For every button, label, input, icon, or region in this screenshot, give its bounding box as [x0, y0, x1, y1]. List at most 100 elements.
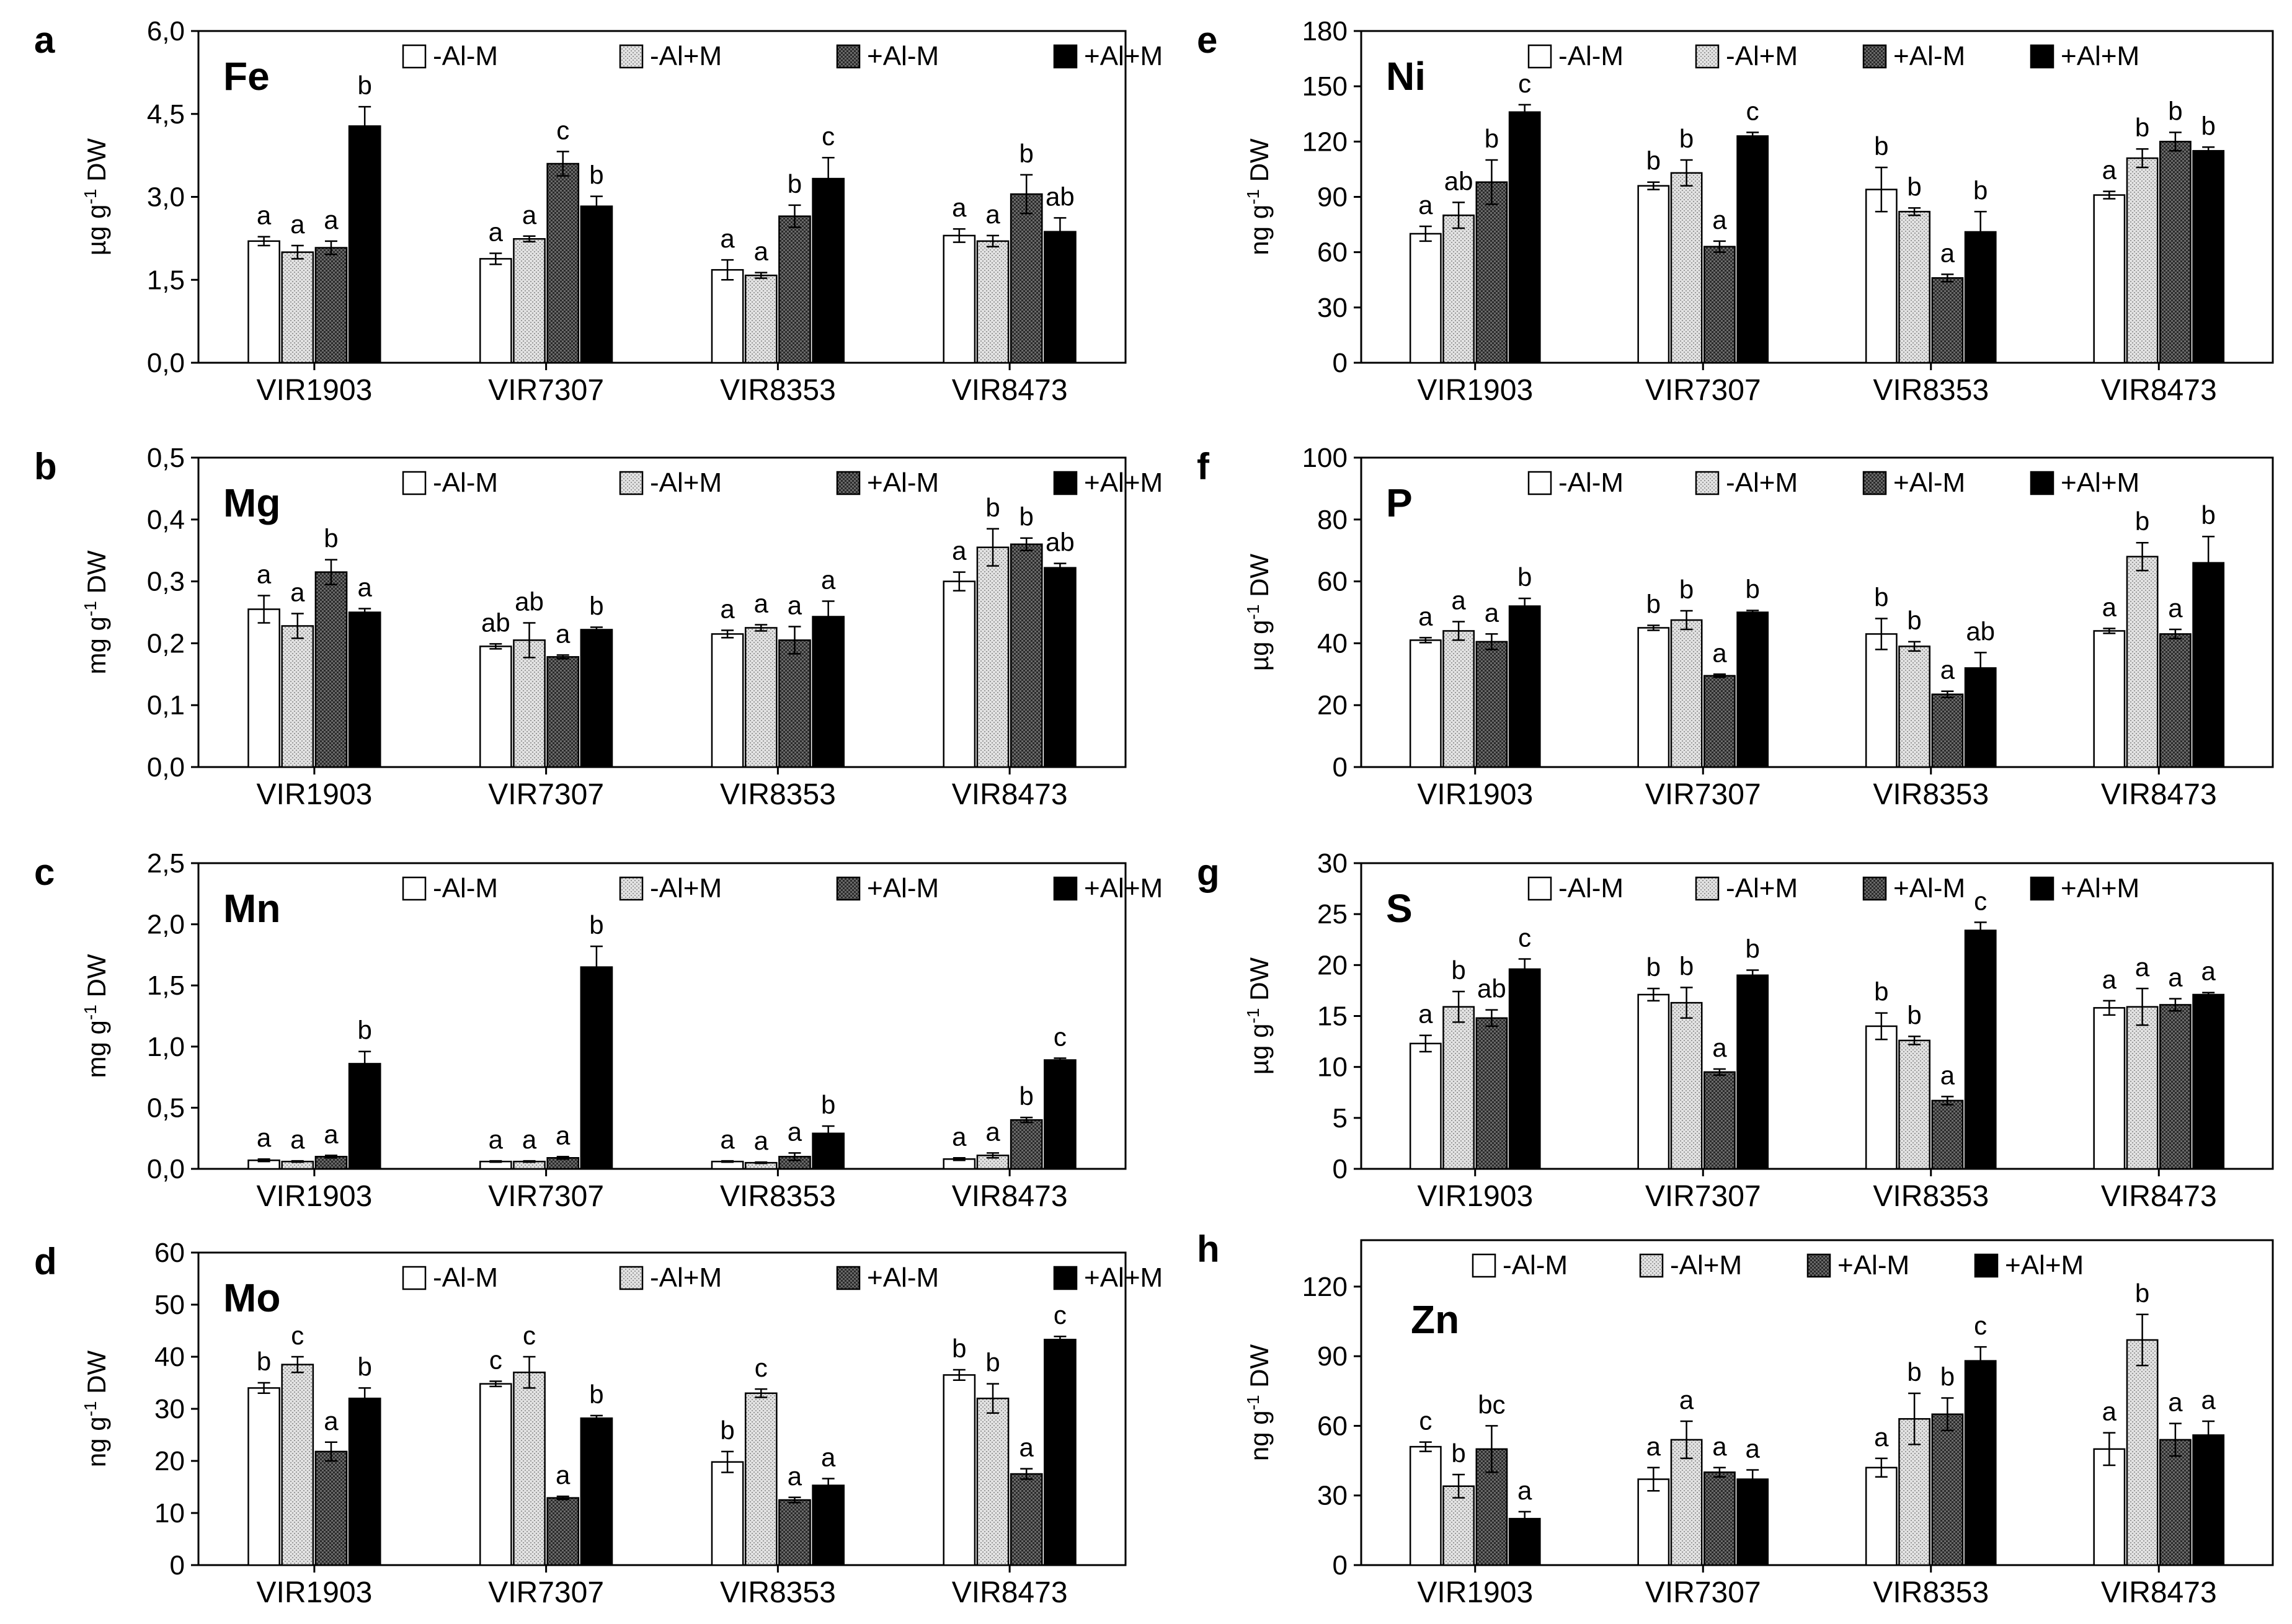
legend-label: +Al-M [1893, 468, 1965, 498]
element-title: Mo [223, 1276, 280, 1320]
x-tick-label: VIR8473 [952, 1576, 1068, 1609]
y-tick-label: 100 [1302, 443, 1348, 473]
bar [778, 215, 811, 364]
legend-swatch [1527, 471, 1552, 495]
significance-letter: b [1517, 562, 1532, 592]
bar [1670, 172, 1703, 364]
significance-letter: a [720, 224, 735, 253]
significance-letter: a [2135, 952, 2150, 982]
bar [1931, 277, 1964, 364]
bar [1865, 189, 1898, 364]
y-axis-label: µg g-1 DW [1243, 957, 1274, 1075]
bar [943, 580, 976, 768]
significance-letter: a [2168, 1388, 2183, 1417]
bar [2192, 562, 2225, 768]
panel-e: e 0 30 60 90 120 150 180 ng g-1 DW Ni -Al-M -Al+M +A… [1197, 16, 2274, 407]
bar [1010, 543, 1043, 768]
bar [580, 1417, 613, 1566]
significance-letter: a [754, 1126, 769, 1155]
bar [546, 656, 580, 768]
bar [1409, 639, 1442, 768]
legend-label: -Al+M [650, 41, 722, 71]
plot-frame [197, 862, 1127, 1170]
bar [348, 1063, 381, 1170]
significance-letter: a [2102, 592, 2117, 621]
y-tick-label: 20 [154, 1446, 185, 1476]
significance-letter: a [952, 536, 967, 566]
bar [2159, 633, 2192, 768]
significance-letter: a [985, 1117, 1000, 1146]
y-tick-label: 60 [1317, 237, 1348, 268]
legend-swatch [1862, 876, 1887, 901]
y-axis-label: µg g-1 DW [81, 138, 112, 256]
panel-letter: b [34, 446, 57, 487]
significance-letter: a [1019, 1433, 1034, 1462]
legend-label: +Al+M [1084, 468, 1163, 498]
significance-letter: a [952, 193, 967, 222]
bar [1931, 1099, 1964, 1170]
bar [479, 646, 512, 768]
bar [1409, 1042, 1442, 1170]
y-tick-label: 20 [1317, 950, 1348, 980]
y-tick-label: 60 [154, 1238, 185, 1268]
bar [1865, 633, 1898, 768]
significance-letter: b [357, 1016, 371, 1045]
significance-letter: a [257, 201, 272, 230]
significance-letter: b [2201, 111, 2216, 140]
bar [348, 611, 381, 768]
y-tick-label: 40 [154, 1342, 185, 1372]
y-tick-label: 50 [154, 1290, 185, 1320]
bar [1931, 1413, 1964, 1566]
bar [1898, 211, 1930, 364]
significance-letter: b [357, 71, 371, 100]
bar [1442, 214, 1475, 364]
bar [1964, 1360, 1997, 1566]
significance-letter: c [822, 122, 835, 151]
legend-label: +Al+M [2061, 873, 2139, 903]
significance-letter: a [720, 1125, 735, 1154]
y-tick-label: 0 [1333, 752, 1348, 783]
y-tick-label: 80 [1317, 505, 1348, 535]
plot-frame [1360, 1239, 2274, 1566]
significance-letter: b [1874, 977, 1888, 1006]
panel-h: h 0 30 60 90 120 ng g-1 DW Zn -Al-M -Al+M +Al-M +Al… [1197, 1228, 2274, 1609]
legend-swatch [1639, 1253, 1664, 1278]
bar [1931, 693, 1964, 768]
significance-letter: a [2168, 593, 2183, 623]
legend-label: -Al-M [433, 873, 498, 903]
y-tick-label: 10 [154, 1498, 185, 1529]
bar [778, 639, 811, 768]
legend-label: +Al-M [867, 873, 939, 903]
legend-swatch [619, 876, 644, 901]
x-tick-label: VIR7307 [488, 374, 604, 407]
y-tick-label: 2,0 [147, 910, 185, 940]
panel-letter: a [34, 19, 55, 61]
bar [314, 247, 348, 364]
bar [580, 629, 613, 768]
significance-letter: bc [1478, 1390, 1505, 1419]
y-tick-label: 180 [1302, 16, 1348, 47]
element-title: S [1386, 886, 1413, 931]
x-tick-label: VIR8473 [2101, 1180, 2217, 1213]
bar [2126, 157, 2159, 364]
significance-letter: a [754, 237, 769, 266]
legend-swatch [402, 1266, 427, 1290]
significance-letter: a [522, 200, 537, 229]
panel-letter: h [1197, 1228, 1220, 1270]
significance-letter: a [522, 1125, 537, 1154]
legend-swatch [619, 1266, 644, 1290]
bar [1703, 246, 1736, 364]
legend-swatch [2030, 471, 2054, 495]
significance-letter: a [2168, 963, 2183, 992]
x-tick-label: VIR8353 [1873, 374, 1989, 407]
y-tick-label: 0 [1333, 1154, 1348, 1184]
significance-letter: a [1712, 205, 1727, 234]
significance-letter: c [489, 1345, 502, 1374]
bar [2159, 1439, 2192, 1566]
bar [1898, 646, 1930, 768]
bar [1010, 193, 1043, 364]
significance-letter: c [1054, 1300, 1067, 1329]
significance-letter: a [1451, 585, 1466, 615]
y-axis-label: ng g-1 DW [1243, 1344, 1274, 1462]
